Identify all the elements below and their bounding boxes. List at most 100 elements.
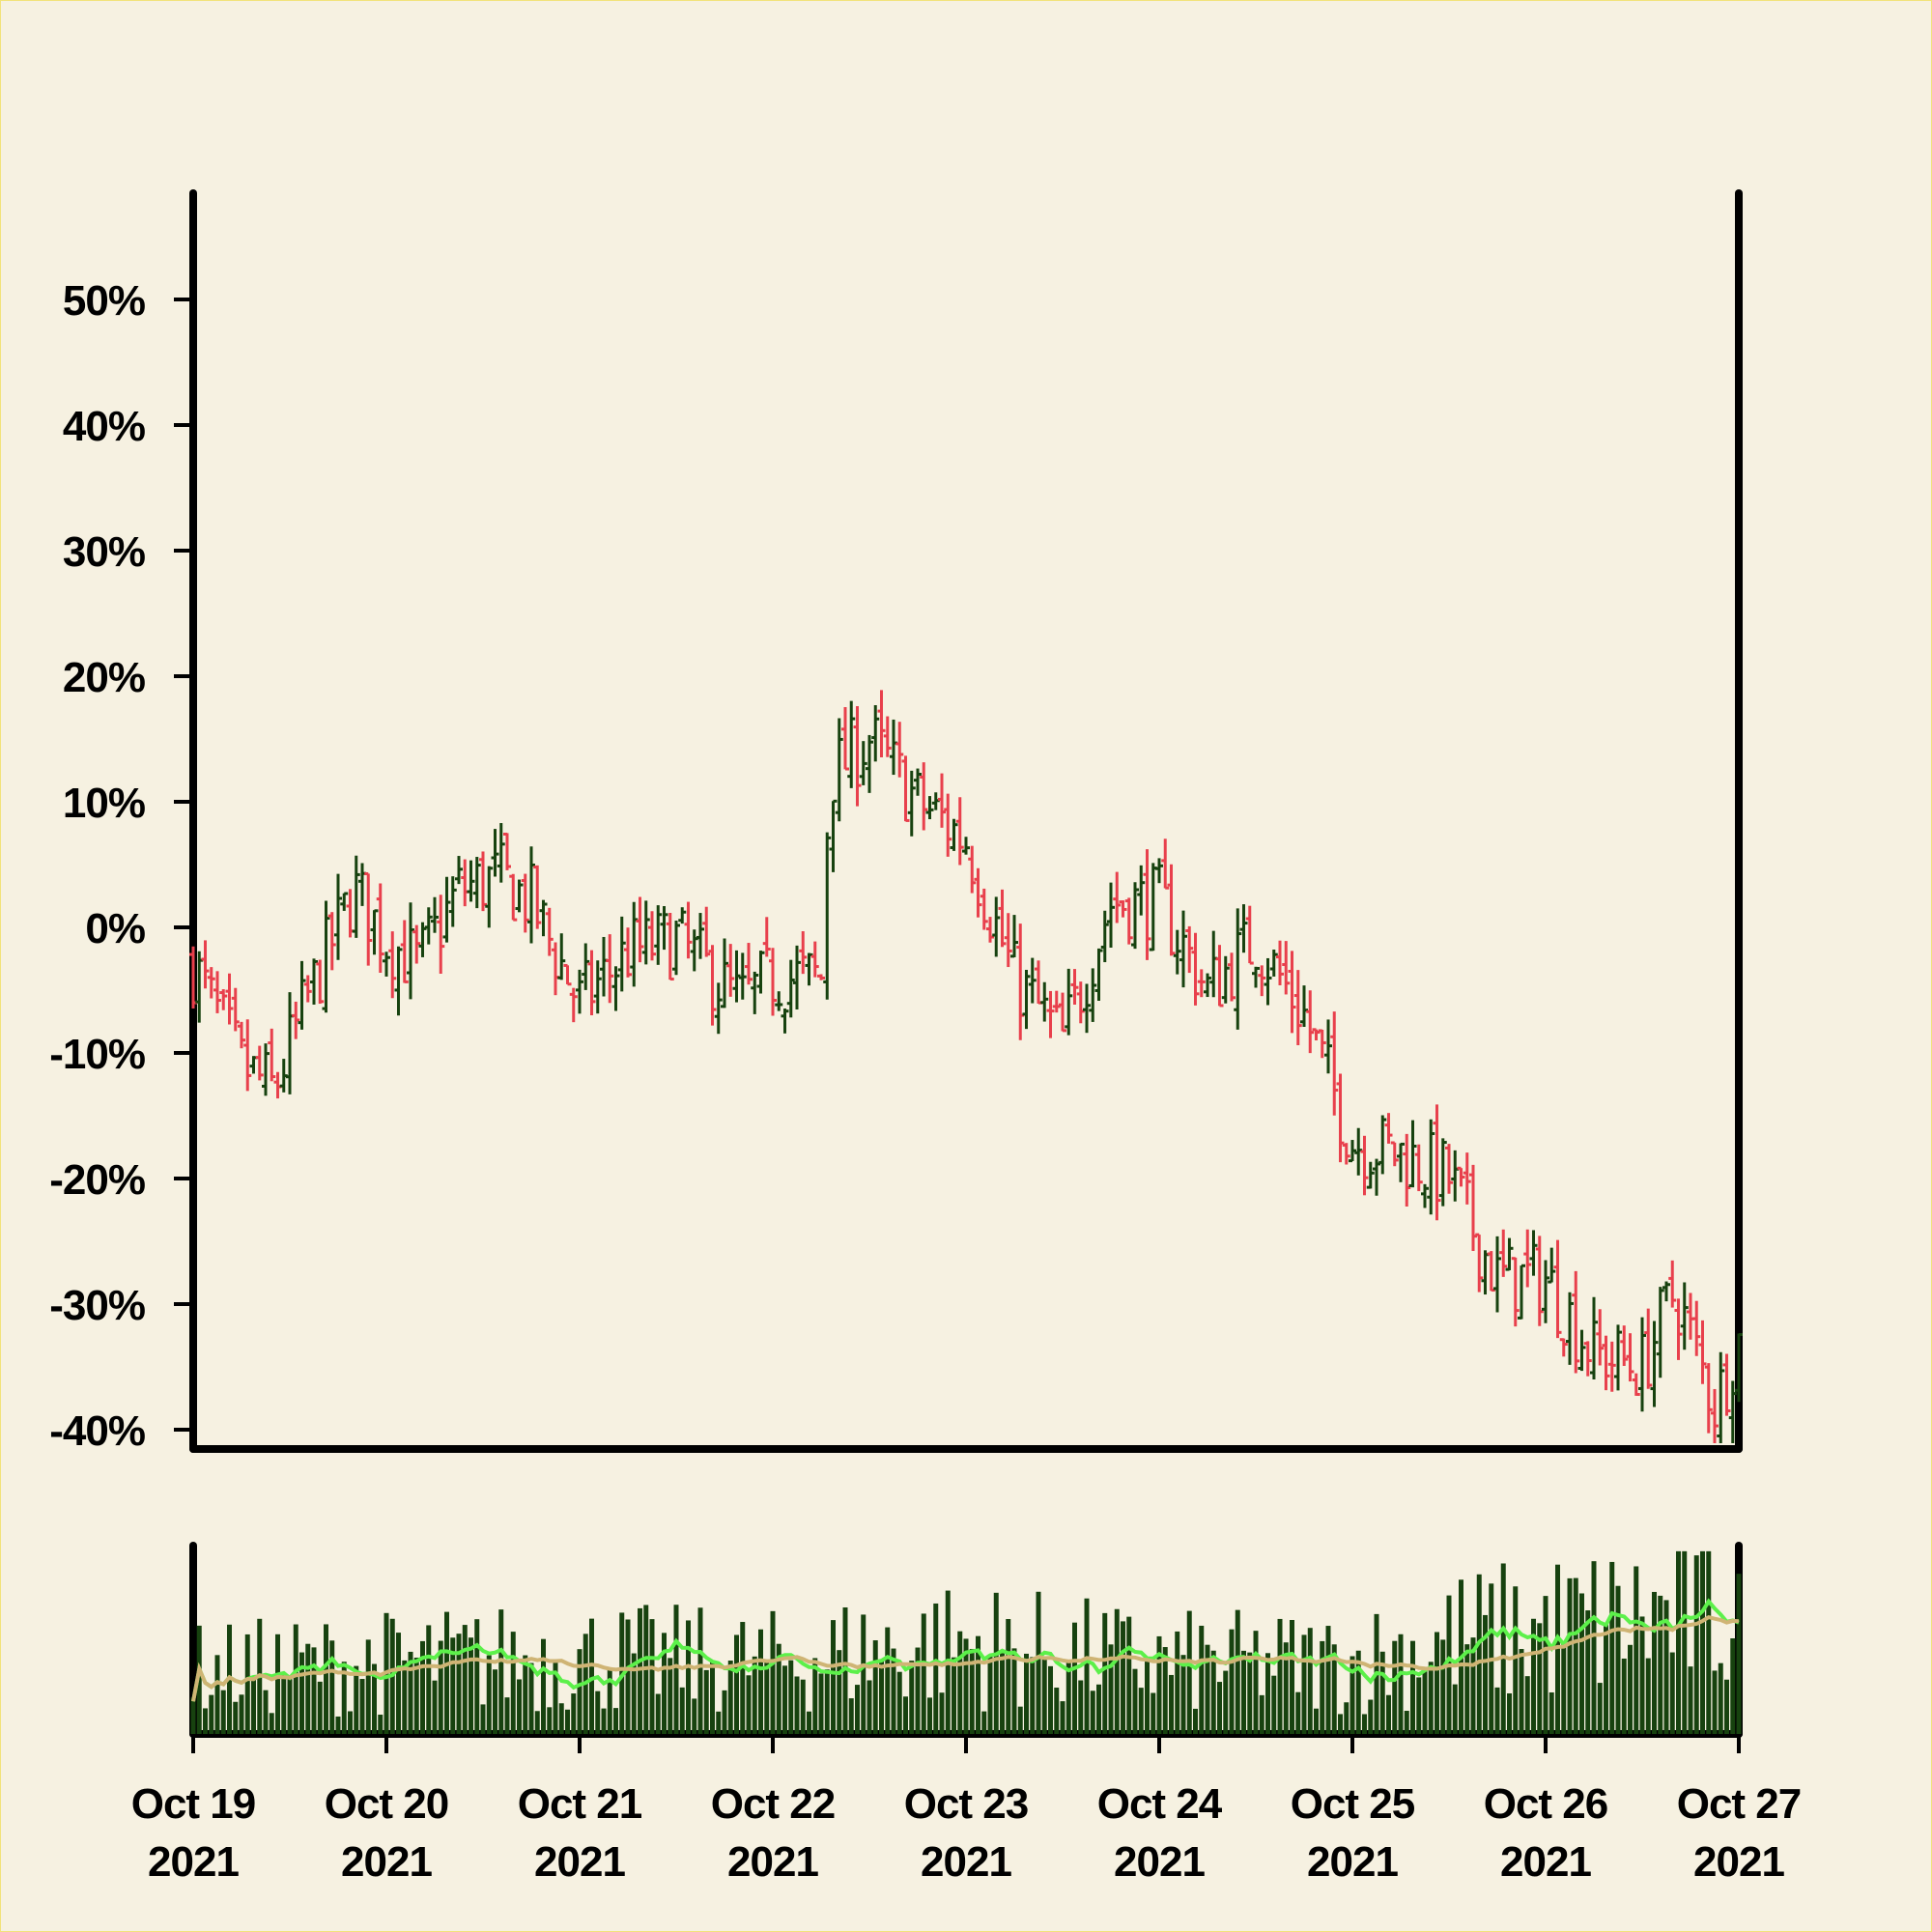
ohlc-bar xyxy=(1131,882,1139,950)
ohlc-bar xyxy=(1499,1229,1508,1277)
volume-bar xyxy=(413,1658,419,1734)
ohlc-bar xyxy=(1656,1287,1664,1378)
volume-bar xyxy=(1362,1714,1367,1734)
volume-bar xyxy=(1301,1634,1307,1734)
ohlc-bar xyxy=(1403,1133,1411,1208)
ohlc-bar xyxy=(1052,990,1061,1013)
volume-bar xyxy=(589,1618,594,1734)
volume-bar xyxy=(939,1692,945,1734)
ohlc-bar xyxy=(1698,1320,1707,1384)
ohlc-bar xyxy=(437,895,445,975)
x-axis: Oct 19 2021 Oct 20 2021 Oct 21 2021 Oct 22 2021… xyxy=(131,1734,1802,1886)
volume-bar xyxy=(1555,1564,1560,1734)
volume-bar xyxy=(1663,1600,1669,1734)
volume-bar xyxy=(1507,1692,1512,1734)
ohlc-bar xyxy=(654,905,663,965)
ohlc-bar xyxy=(636,896,644,963)
x-tick-label-date: Oct 23 xyxy=(904,1780,1029,1828)
volume-bar xyxy=(1513,1586,1519,1734)
volume-bar xyxy=(710,1661,715,1734)
ohlc-bar xyxy=(268,1028,276,1082)
ohlc-bar xyxy=(1722,1353,1731,1416)
ohlc-bar xyxy=(1728,1380,1737,1443)
ohlc-bar xyxy=(1529,1230,1538,1276)
ohlc-bar xyxy=(950,818,958,851)
ohlc-bar xyxy=(1607,1341,1616,1392)
ohlc-bar xyxy=(992,896,1001,957)
ohlc-bar xyxy=(745,943,753,985)
ohlc-bar xyxy=(358,863,366,906)
volume-bar xyxy=(824,1669,830,1734)
volume-bar xyxy=(1476,1574,1482,1734)
ohlc-bar xyxy=(1493,1236,1501,1313)
volume-bar xyxy=(903,1696,908,1734)
price-panel: -40% -30% -20% -10% 0% 10% 20% 30% 40% 50% xyxy=(49,189,1743,1455)
ohlc-bar xyxy=(617,916,626,992)
volume-bar xyxy=(1682,1550,1688,1734)
volume-bar xyxy=(1736,1574,1742,1734)
ohlc-bar xyxy=(1040,981,1049,1022)
volume-bar xyxy=(534,1711,540,1734)
ohlc-bar xyxy=(334,873,342,960)
volume-bar xyxy=(673,1605,679,1734)
ohlc-bar xyxy=(424,907,433,945)
volume-bar xyxy=(1265,1653,1270,1734)
volume-bar xyxy=(469,1637,473,1734)
ohlc-bar xyxy=(1717,1351,1725,1443)
ohlc-bar xyxy=(955,797,964,866)
volume-bar xyxy=(341,1662,347,1734)
volume-bar xyxy=(269,1713,274,1734)
volume-bar xyxy=(1078,1680,1084,1734)
volume-bar xyxy=(1065,1661,1071,1734)
ohlc-bar xyxy=(407,902,414,1000)
volume-bar xyxy=(927,1697,932,1734)
volume-bar xyxy=(981,1711,987,1734)
volume-panel xyxy=(189,1542,1743,1738)
ohlc-bar xyxy=(1300,985,1308,1027)
ohlc-bar xyxy=(442,876,451,943)
ohlc-bar xyxy=(467,860,475,902)
volume-bar xyxy=(1609,1561,1615,1734)
volume-bar xyxy=(697,1607,703,1734)
ohlc-bar xyxy=(1252,966,1260,988)
volume-bar xyxy=(1494,1687,1500,1734)
ohlc-bar xyxy=(1137,865,1146,916)
volume-bar xyxy=(1241,1650,1246,1734)
volume-bar xyxy=(1205,1644,1210,1734)
ohlc-bar xyxy=(1342,1143,1350,1165)
volume-bar xyxy=(734,1634,739,1734)
ohlc-bar xyxy=(1408,1120,1417,1188)
volume-bar xyxy=(800,1679,806,1734)
volume-bar xyxy=(1121,1621,1125,1734)
volume-bar xyxy=(474,1619,480,1734)
ohlc-bar xyxy=(907,770,916,837)
ohlc-bar xyxy=(823,832,832,1000)
volume-bar xyxy=(1338,1714,1343,1734)
ohlc-bar xyxy=(521,873,529,933)
ohlc-bar xyxy=(1318,1029,1326,1059)
volume-bar xyxy=(1048,1665,1053,1734)
volume-bar xyxy=(1223,1670,1229,1734)
ohlc-bar xyxy=(262,1043,270,1096)
volume-bar xyxy=(957,1631,963,1734)
volume-bar xyxy=(1440,1639,1446,1734)
volume-bar xyxy=(1084,1598,1090,1734)
volume-bar xyxy=(855,1685,860,1734)
ohlc-bar xyxy=(225,973,234,1025)
volume-bar xyxy=(1350,1656,1355,1734)
volume-bar xyxy=(293,1624,298,1734)
volume-bar xyxy=(1416,1677,1422,1734)
ohlc-bar xyxy=(1143,849,1151,960)
volume-bar xyxy=(1320,1640,1325,1734)
ohlc-bar xyxy=(1269,949,1278,977)
volume-bar xyxy=(1271,1675,1277,1734)
ohlc-bar xyxy=(383,952,390,977)
volume-bar xyxy=(444,1611,449,1734)
x-tick-label-year: 2021 xyxy=(1114,1838,1205,1886)
volume-bar xyxy=(335,1716,341,1734)
ohlc-bar xyxy=(641,900,650,965)
volume-bar xyxy=(1435,1632,1439,1734)
volume-bar xyxy=(668,1658,673,1734)
volume-bar xyxy=(402,1660,408,1734)
volume-bar xyxy=(1615,1585,1621,1734)
